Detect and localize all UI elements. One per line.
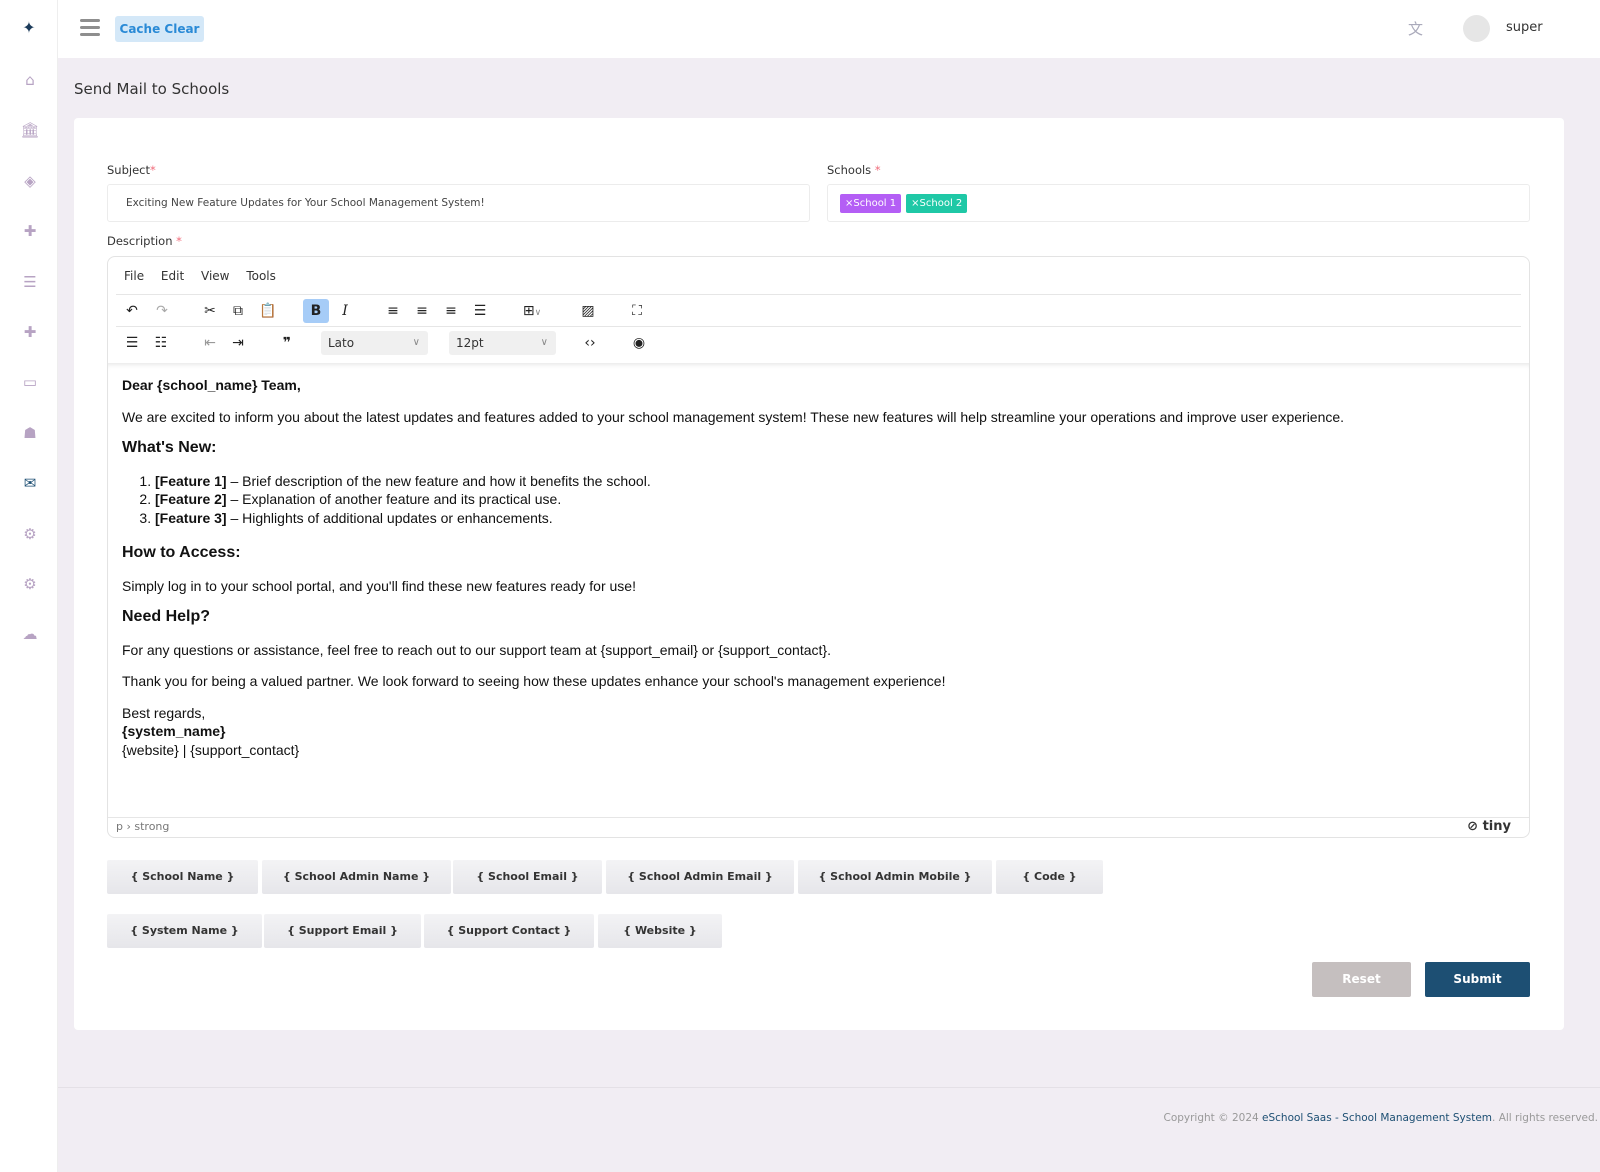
rich-text-editor: File Edit View Tools ↶ ↷ ✂ ⧉ 📋 B I ≡ ≡ ≡…: [107, 256, 1530, 838]
preview-eye-icon[interactable]: ◉: [632, 335, 646, 351]
list-icon[interactable]: ☰: [23, 272, 37, 291]
cloud-download-icon[interactable]: ☁: [22, 625, 38, 644]
home-icon[interactable]: ⌂: [25, 71, 35, 89]
editor-statusbar: p › strong ⊘ tiny: [108, 817, 1529, 837]
greeting: Dear {school_name} Team,: [122, 377, 301, 393]
avatar[interactable]: [1463, 15, 1490, 42]
table-icon[interactable]: ⊞∨: [522, 303, 542, 319]
toolbar-row-1: ↶ ↷ ✂ ⧉ 📋 B I ≡ ≡ ≡ ☰ ⊞∨ ▨ ⛶: [108, 296, 1529, 326]
chevron-down-icon: ∨: [540, 337, 548, 348]
element-path[interactable]: p › strong: [116, 820, 170, 833]
align-justify-icon[interactable]: ☰: [473, 303, 487, 319]
language-icon[interactable]: ⽂: [1408, 20, 1424, 38]
cube-icon[interactable]: ◈: [24, 171, 36, 190]
font-size-select[interactable]: 12pt ∨: [449, 331, 556, 355]
school-tag[interactable]: ×School 1: [840, 194, 902, 213]
list-item: [Feature 3] – Highlights of additional u…: [155, 509, 1515, 528]
blockquote-icon[interactable]: ❞: [282, 335, 292, 351]
menu-tools[interactable]: Tools: [246, 269, 276, 283]
signature: Best regards, {system_name} {website} | {s…: [122, 704, 300, 758]
eschool-logo[interactable]: ✦: [22, 18, 36, 37]
description-label: Description *: [107, 234, 182, 248]
subject-input[interactable]: Exciting New Feature Updates for Your Sc…: [107, 184, 810, 222]
footer-link[interactable]: eSchool Saas - School Management System: [1262, 1112, 1493, 1124]
page-title: Send Mail to Schools: [74, 80, 230, 98]
cache-clear-button[interactable]: Cache Clear: [115, 16, 204, 42]
placeholder-button[interactable]: { School Admin Mobile }: [798, 860, 992, 894]
feature-list: [Feature 1] – Brief description of the n…: [122, 472, 1515, 528]
placeholder-button[interactable]: { Website }: [598, 914, 722, 948]
editor-content[interactable]: Dear {school_name} Team, We are excited …: [108, 363, 1529, 817]
font-family-select[interactable]: Lato ∨: [321, 331, 428, 355]
submit-button[interactable]: Submit: [1425, 962, 1530, 997]
placeholder-button[interactable]: { School Name }: [107, 860, 258, 894]
chevron-down-icon: ∨: [412, 337, 420, 348]
gears-icon[interactable]: ⚙: [23, 524, 37, 543]
numbered-list-icon[interactable]: ☷: [154, 335, 168, 351]
username[interactable]: super: [1506, 20, 1543, 35]
copy-icon[interactable]: ⧉: [233, 303, 243, 319]
align-left-icon[interactable]: ≡: [387, 303, 399, 319]
remove-tag-icon[interactable]: ×: [911, 198, 920, 209]
schools-label: Schools *: [827, 163, 881, 177]
placeholder-button[interactable]: { Support Email }: [264, 914, 421, 948]
italic-icon[interactable]: I: [342, 303, 348, 319]
school-tag[interactable]: ×School 2: [906, 194, 968, 213]
footer: Copyright © 2024 eSchool Saas - School M…: [1163, 1112, 1598, 1124]
list-item: [Feature 1] – Brief description of the n…: [155, 472, 1515, 491]
image-icon[interactable]: ▨: [581, 303, 595, 319]
indent-icon[interactable]: ⇥: [232, 335, 244, 351]
placeholder-button[interactable]: { School Admin Name }: [262, 860, 451, 894]
subject-label: Subject*: [107, 163, 156, 177]
menu-view[interactable]: View: [201, 269, 230, 283]
bank-icon[interactable]: 🏛: [20, 121, 40, 140]
placeholder-button[interactable]: { Support Contact }: [424, 914, 594, 948]
puzzle-icon[interactable]: ✚: [23, 222, 37, 241]
toolbar-row-2: ☰ ☷ ⇤ ⇥ ❞ Lato ∨ 12pt ∨ ‹› ◉: [108, 328, 1529, 358]
reset-button[interactable]: Reset: [1312, 962, 1411, 997]
menu-toggle-icon[interactable]: [80, 19, 100, 37]
placeholder-button[interactable]: { Code }: [996, 860, 1103, 894]
editor-menubar: File Edit View Tools: [124, 269, 289, 283]
menu-file[interactable]: File: [124, 269, 145, 283]
source-code-icon[interactable]: ‹›: [584, 335, 596, 351]
user-secret-icon[interactable]: ☗: [23, 423, 37, 442]
placeholder-button[interactable]: { System Name }: [107, 914, 262, 948]
need-help-heading: Need Help?: [122, 608, 211, 625]
menu-edit[interactable]: Edit: [160, 269, 185, 283]
sidebar: ✦ ⌂ 🏛 ◈ ✚ ☰ ✚ ▭ ☗ ✉ ⚙ ⚙ ☁: [0, 0, 58, 1172]
bullet-list-icon[interactable]: ☰: [125, 335, 139, 351]
gear-icon[interactable]: ⚙: [23, 575, 37, 593]
intro-paragraph: We are excited to inform you about the l…: [122, 408, 1345, 425]
placeholder-button[interactable]: { School Email }: [453, 860, 602, 894]
bold-icon[interactable]: B: [303, 299, 329, 323]
access-paragraph: Simply log in to your school portal, and…: [122, 577, 636, 594]
tiny-logo[interactable]: ⊘ tiny: [1467, 819, 1511, 834]
paste-icon[interactable]: 📋: [259, 303, 277, 319]
mail-form-card: Subject* Exciting New Feature Updates fo…: [74, 118, 1564, 1030]
placeholder-button[interactable]: { School Admin Email }: [606, 860, 794, 894]
list-item: [Feature 2] – Explanation of another fea…: [155, 490, 1515, 509]
topbar: Cache Clear ⽂ super: [58, 0, 1600, 58]
envelope-icon[interactable]: ✉: [23, 474, 37, 493]
align-right-icon[interactable]: ≡: [445, 303, 457, 319]
puzzle-icon[interactable]: ✚: [23, 323, 37, 341]
undo-icon[interactable]: ↶: [126, 303, 138, 319]
how-to-access-heading: How to Access:: [122, 544, 241, 561]
thanks-paragraph: Thank you for being a valued partner. We…: [122, 673, 946, 689]
cut-icon[interactable]: ✂: [204, 303, 216, 319]
fullscreen-icon[interactable]: ⛶: [632, 303, 642, 319]
help-paragraph: For any questions or assistance, feel fr…: [122, 641, 831, 658]
redo-icon[interactable]: ↷: [156, 303, 168, 319]
align-center-icon[interactable]: ≡: [416, 303, 428, 319]
schools-select[interactable]: ×School 1 ×School 2: [827, 184, 1530, 222]
outdent-icon[interactable]: ⇤: [204, 335, 216, 351]
whats-new-heading: What's New:: [122, 439, 217, 456]
footer-divider: [58, 1087, 1600, 1088]
remove-tag-icon[interactable]: ×: [845, 198, 854, 209]
money-icon[interactable]: ▭: [22, 373, 38, 392]
